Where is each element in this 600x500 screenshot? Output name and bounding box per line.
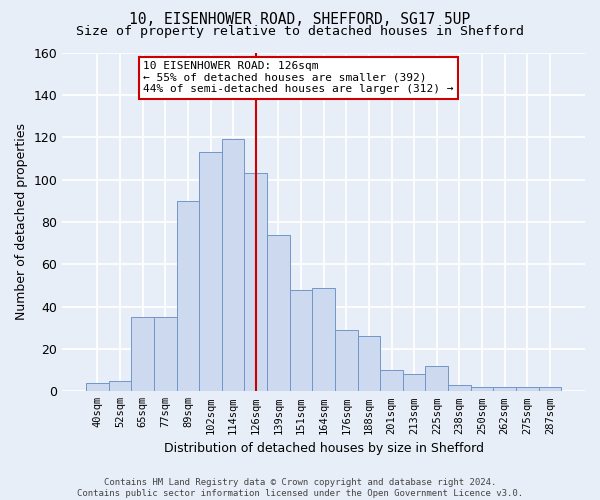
Text: Size of property relative to detached houses in Shefford: Size of property relative to detached ho… — [76, 25, 524, 38]
Y-axis label: Number of detached properties: Number of detached properties — [15, 124, 28, 320]
Bar — [222, 140, 244, 392]
Bar — [335, 330, 358, 392]
Text: 10 EISENHOWER ROAD: 126sqm
← 55% of detached houses are smaller (392)
44% of sem: 10 EISENHOWER ROAD: 126sqm ← 55% of deta… — [143, 61, 454, 94]
Bar — [425, 366, 448, 392]
Bar — [516, 387, 539, 392]
Text: Contains HM Land Registry data © Crown copyright and database right 2024.
Contai: Contains HM Land Registry data © Crown c… — [77, 478, 523, 498]
Bar — [448, 385, 471, 392]
Bar — [403, 374, 425, 392]
Bar — [313, 288, 335, 392]
Bar — [358, 336, 380, 392]
Bar — [471, 387, 493, 392]
Text: 10, EISENHOWER ROAD, SHEFFORD, SG17 5UP: 10, EISENHOWER ROAD, SHEFFORD, SG17 5UP — [130, 12, 470, 28]
Bar — [493, 387, 516, 392]
Bar — [176, 200, 199, 392]
Bar — [290, 290, 313, 392]
Bar — [131, 317, 154, 392]
Bar — [109, 380, 131, 392]
Bar — [199, 152, 222, 392]
Bar — [86, 383, 109, 392]
Bar — [244, 173, 267, 392]
Bar — [380, 370, 403, 392]
Bar — [267, 234, 290, 392]
X-axis label: Distribution of detached houses by size in Shefford: Distribution of detached houses by size … — [164, 442, 484, 455]
Bar — [539, 387, 561, 392]
Bar — [154, 317, 176, 392]
